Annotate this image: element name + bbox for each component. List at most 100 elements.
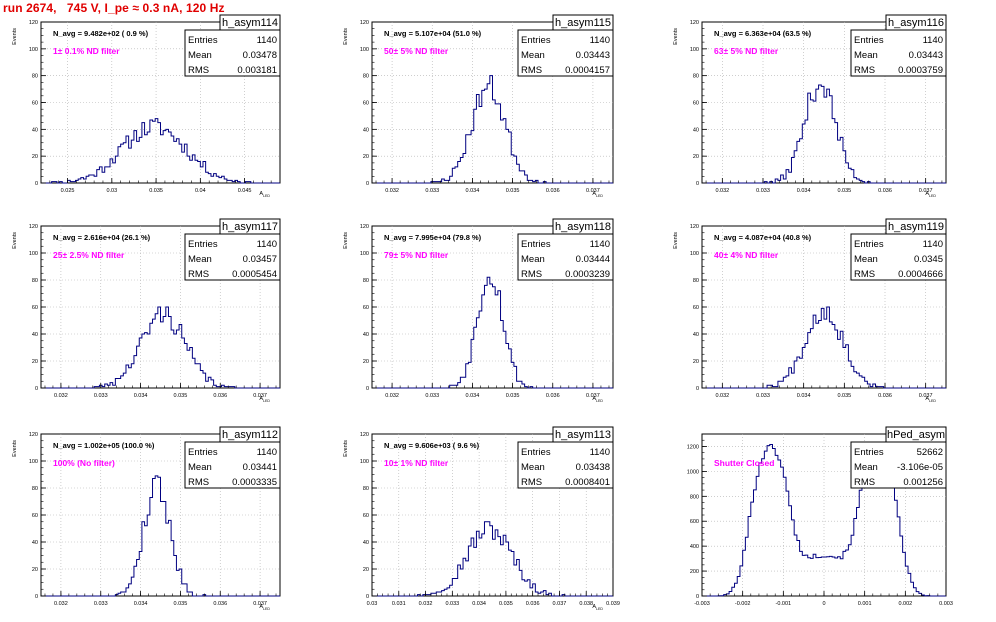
y-tick-label: 100 <box>690 47 699 53</box>
x-tick-label: 0.032 <box>385 188 399 194</box>
x-tick-label: 0.035 <box>506 188 520 194</box>
stats-value: 1140 <box>257 239 277 250</box>
y-tick-label: 40 <box>693 127 699 133</box>
stats-box <box>184 441 281 489</box>
histogram-name: h_asym118 <box>555 221 611 233</box>
x-tick-label: 0.032 <box>54 601 68 607</box>
stats-value: 0.0003335 <box>232 477 277 488</box>
x-tick-label: 0.037 <box>919 188 933 194</box>
stats-label: Mean <box>188 462 212 473</box>
stats-label: Mean <box>521 462 545 473</box>
y-tick-label: 0 <box>366 594 369 600</box>
histogram-line <box>702 306 946 389</box>
navg-label: N_avg = 4.087e+04 (40.8 %) <box>714 233 812 242</box>
stats-label: Mean <box>854 50 878 61</box>
x-tick-label: 0.037 <box>586 393 600 399</box>
x-tick-label: 0.033 <box>756 188 770 194</box>
y-tick-label: 20 <box>32 359 38 365</box>
x-axis-title: ALED <box>925 191 936 198</box>
stats-value: 0.0004157 <box>565 65 610 76</box>
x-tick-label: 0.032 <box>419 601 433 607</box>
y-tick-label: 120 <box>360 20 369 26</box>
x-tick-label: 0.033 <box>445 601 459 607</box>
x-tick-label: 0.033 <box>425 393 439 399</box>
stats-label: Entries <box>854 35 884 46</box>
histogram-line <box>702 443 946 597</box>
x-tick-label: 0.034 <box>466 188 480 194</box>
stats-value: 0.001256 <box>903 477 943 488</box>
histogram-name: h_asym117 <box>222 221 278 233</box>
y-tick-label: 60 <box>363 513 369 519</box>
y-axis-title: Events <box>343 28 349 45</box>
filter-label: 40± 4% ND filter <box>714 250 779 260</box>
x-tick-label: 0.003 <box>939 601 953 607</box>
x-tick-label: 0.033 <box>756 393 770 399</box>
histogram-panel-h_asym116: 0.032 0.033 0.034 0.035 0.036 0.037 0 20 40 60 80 1… <box>673 14 947 198</box>
stats-label: Entries <box>188 239 218 250</box>
y-axis-title: Events <box>673 28 679 45</box>
navg-label: N_avg = 5.107e+04 (51.0 %) <box>384 29 482 38</box>
y-tick-label: 40 <box>32 332 38 338</box>
x-tick-label: 0.036 <box>546 188 560 194</box>
stats-box <box>517 29 614 77</box>
x-tick-label: 0.037 <box>253 393 267 399</box>
x-tick-label: 0.038 <box>579 601 593 607</box>
y-tick-label: 80 <box>363 486 369 492</box>
stats-value: 0.03457 <box>243 254 277 265</box>
x-tick-label: 0.032 <box>715 393 729 399</box>
x-axis-title: ALED <box>592 604 603 611</box>
x-tick-label: 0.025 <box>61 188 75 194</box>
stats-label: Entries <box>521 35 551 46</box>
x-tick-label: 0.039 <box>606 601 620 607</box>
histogram-name: h_asym116 <box>888 17 944 29</box>
x-tick-label: 0.034 <box>134 601 148 607</box>
y-tick-label: 40 <box>693 332 699 338</box>
x-tick-label: 0.036 <box>546 393 560 399</box>
y-tick-label: 0 <box>366 386 369 392</box>
y-tick-label: 120 <box>690 224 699 230</box>
x-tick-label: 0.036 <box>878 188 892 194</box>
stats-label: RMS <box>854 65 875 76</box>
y-tick-label: 0 <box>696 594 699 600</box>
stats-value: 0.03444 <box>576 254 610 265</box>
y-tick-label: 0 <box>35 594 38 600</box>
histogram-panel-hPed_asym: -0.003 -0.002 -0.001 0 0.001 0.002 0.003 0 200 40… <box>687 426 953 607</box>
y-tick-label: 80 <box>693 74 699 80</box>
y-tick-label: 60 <box>693 101 699 107</box>
stats-value: 0.03443 <box>909 50 943 61</box>
x-tick-label: 0.034 <box>797 188 811 194</box>
stats-label: Mean <box>521 50 545 61</box>
y-tick-label: 80 <box>693 278 699 284</box>
x-tick-label: 0.036 <box>213 393 227 399</box>
y-axis-title: Events <box>12 28 18 45</box>
stats-label: Mean <box>188 50 212 61</box>
stats-label: Entries <box>521 239 551 250</box>
navg-label: N_avg = 6.363e+04 (63.5 %) <box>714 29 812 38</box>
stats-label: RMS <box>854 477 875 488</box>
x-tick-label: 0.035 <box>174 601 188 607</box>
y-tick-label: 100 <box>29 251 38 257</box>
histogram-name: h_asym119 <box>888 221 944 233</box>
x-tick-label: 0.045 <box>238 188 252 194</box>
y-tick-label: 0 <box>696 386 699 392</box>
x-tick-label: 0.036 <box>213 601 227 607</box>
x-axis-title: ALED <box>592 396 603 403</box>
histogram-name: h_asym113 <box>555 429 611 441</box>
y-tick-label: 120 <box>360 432 369 438</box>
x-tick-label: 0 <box>822 601 825 607</box>
filter-label: 1± 0.1% ND filter <box>53 46 120 56</box>
y-tick-label: 80 <box>32 74 38 80</box>
stats-value: 0.0008401 <box>565 477 610 488</box>
y-tick-label: 60 <box>693 305 699 311</box>
y-tick-label: 40 <box>32 127 38 133</box>
stats-label: RMS <box>521 65 542 76</box>
x-tick-label: 0.035 <box>506 393 520 399</box>
x-tick-label: 0.035 <box>499 601 513 607</box>
navg-label: N_avg = 9.606e+03 ( 9.6 %) <box>384 441 480 450</box>
y-tick-label: 60 <box>32 305 38 311</box>
y-tick-label: 80 <box>363 74 369 80</box>
y-tick-label: 80 <box>32 486 38 492</box>
filter-label: 10± 1% ND filter <box>384 458 449 468</box>
run-title: run 2674, 745 V, I_pe ≈ 0.3 nA, 120 Hz <box>3 1 225 15</box>
x-tick-label: 0.037 <box>553 601 567 607</box>
